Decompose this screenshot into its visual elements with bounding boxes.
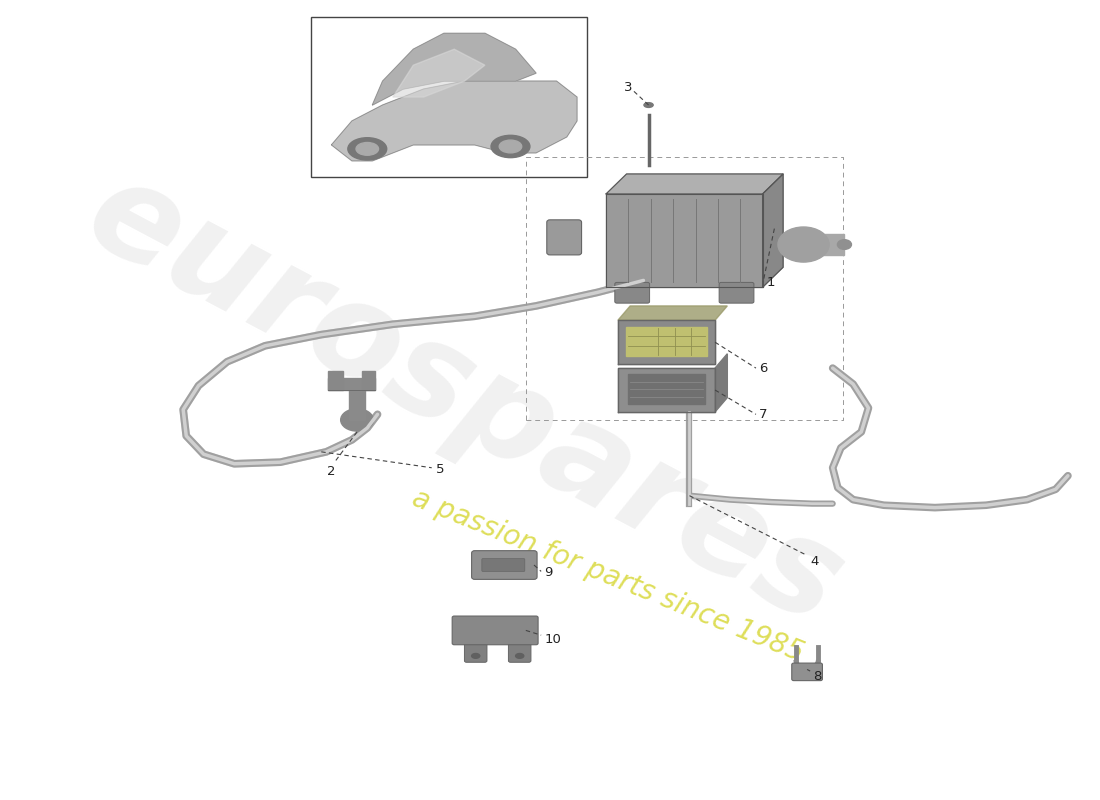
Text: 8: 8	[813, 670, 822, 683]
Polygon shape	[331, 81, 578, 161]
FancyBboxPatch shape	[464, 640, 487, 662]
Ellipse shape	[499, 140, 521, 153]
Polygon shape	[373, 34, 536, 105]
Ellipse shape	[348, 138, 387, 160]
Polygon shape	[626, 326, 707, 356]
Ellipse shape	[837, 240, 851, 250]
Text: 10: 10	[544, 633, 561, 646]
Polygon shape	[762, 174, 783, 287]
Text: 1: 1	[767, 275, 774, 289]
Text: 7: 7	[759, 408, 768, 421]
Polygon shape	[393, 50, 485, 97]
Text: a passion for parts since 1985: a passion for parts since 1985	[408, 484, 807, 667]
Ellipse shape	[778, 227, 829, 262]
Polygon shape	[349, 384, 365, 420]
FancyBboxPatch shape	[719, 282, 754, 303]
Ellipse shape	[356, 142, 378, 155]
FancyBboxPatch shape	[615, 282, 650, 303]
FancyBboxPatch shape	[482, 558, 525, 571]
Text: 6: 6	[759, 362, 768, 374]
FancyBboxPatch shape	[472, 550, 537, 579]
Polygon shape	[618, 306, 727, 320]
Ellipse shape	[472, 654, 480, 658]
Text: eurospares: eurospares	[66, 148, 862, 652]
Bar	[311, 18, 587, 177]
Polygon shape	[329, 378, 375, 390]
Ellipse shape	[829, 240, 843, 249]
Text: 3: 3	[624, 81, 632, 94]
Text: 4: 4	[811, 554, 818, 567]
Ellipse shape	[805, 240, 818, 249]
Polygon shape	[803, 234, 845, 255]
Text: 2: 2	[327, 466, 336, 478]
Ellipse shape	[822, 240, 835, 249]
Polygon shape	[628, 374, 705, 404]
Polygon shape	[362, 370, 375, 390]
Ellipse shape	[341, 409, 373, 431]
Polygon shape	[618, 320, 715, 364]
Ellipse shape	[516, 654, 524, 658]
FancyBboxPatch shape	[452, 616, 538, 645]
Polygon shape	[329, 370, 343, 390]
Text: 5: 5	[436, 463, 444, 476]
FancyBboxPatch shape	[547, 220, 582, 255]
Polygon shape	[618, 368, 715, 412]
Ellipse shape	[814, 240, 826, 249]
FancyBboxPatch shape	[792, 663, 823, 681]
FancyBboxPatch shape	[508, 640, 531, 662]
Polygon shape	[606, 174, 783, 194]
Ellipse shape	[798, 240, 810, 249]
Ellipse shape	[838, 240, 850, 249]
Polygon shape	[715, 354, 727, 412]
Ellipse shape	[491, 135, 530, 158]
Ellipse shape	[644, 102, 653, 107]
Text: 9: 9	[544, 566, 552, 579]
Polygon shape	[606, 194, 762, 287]
